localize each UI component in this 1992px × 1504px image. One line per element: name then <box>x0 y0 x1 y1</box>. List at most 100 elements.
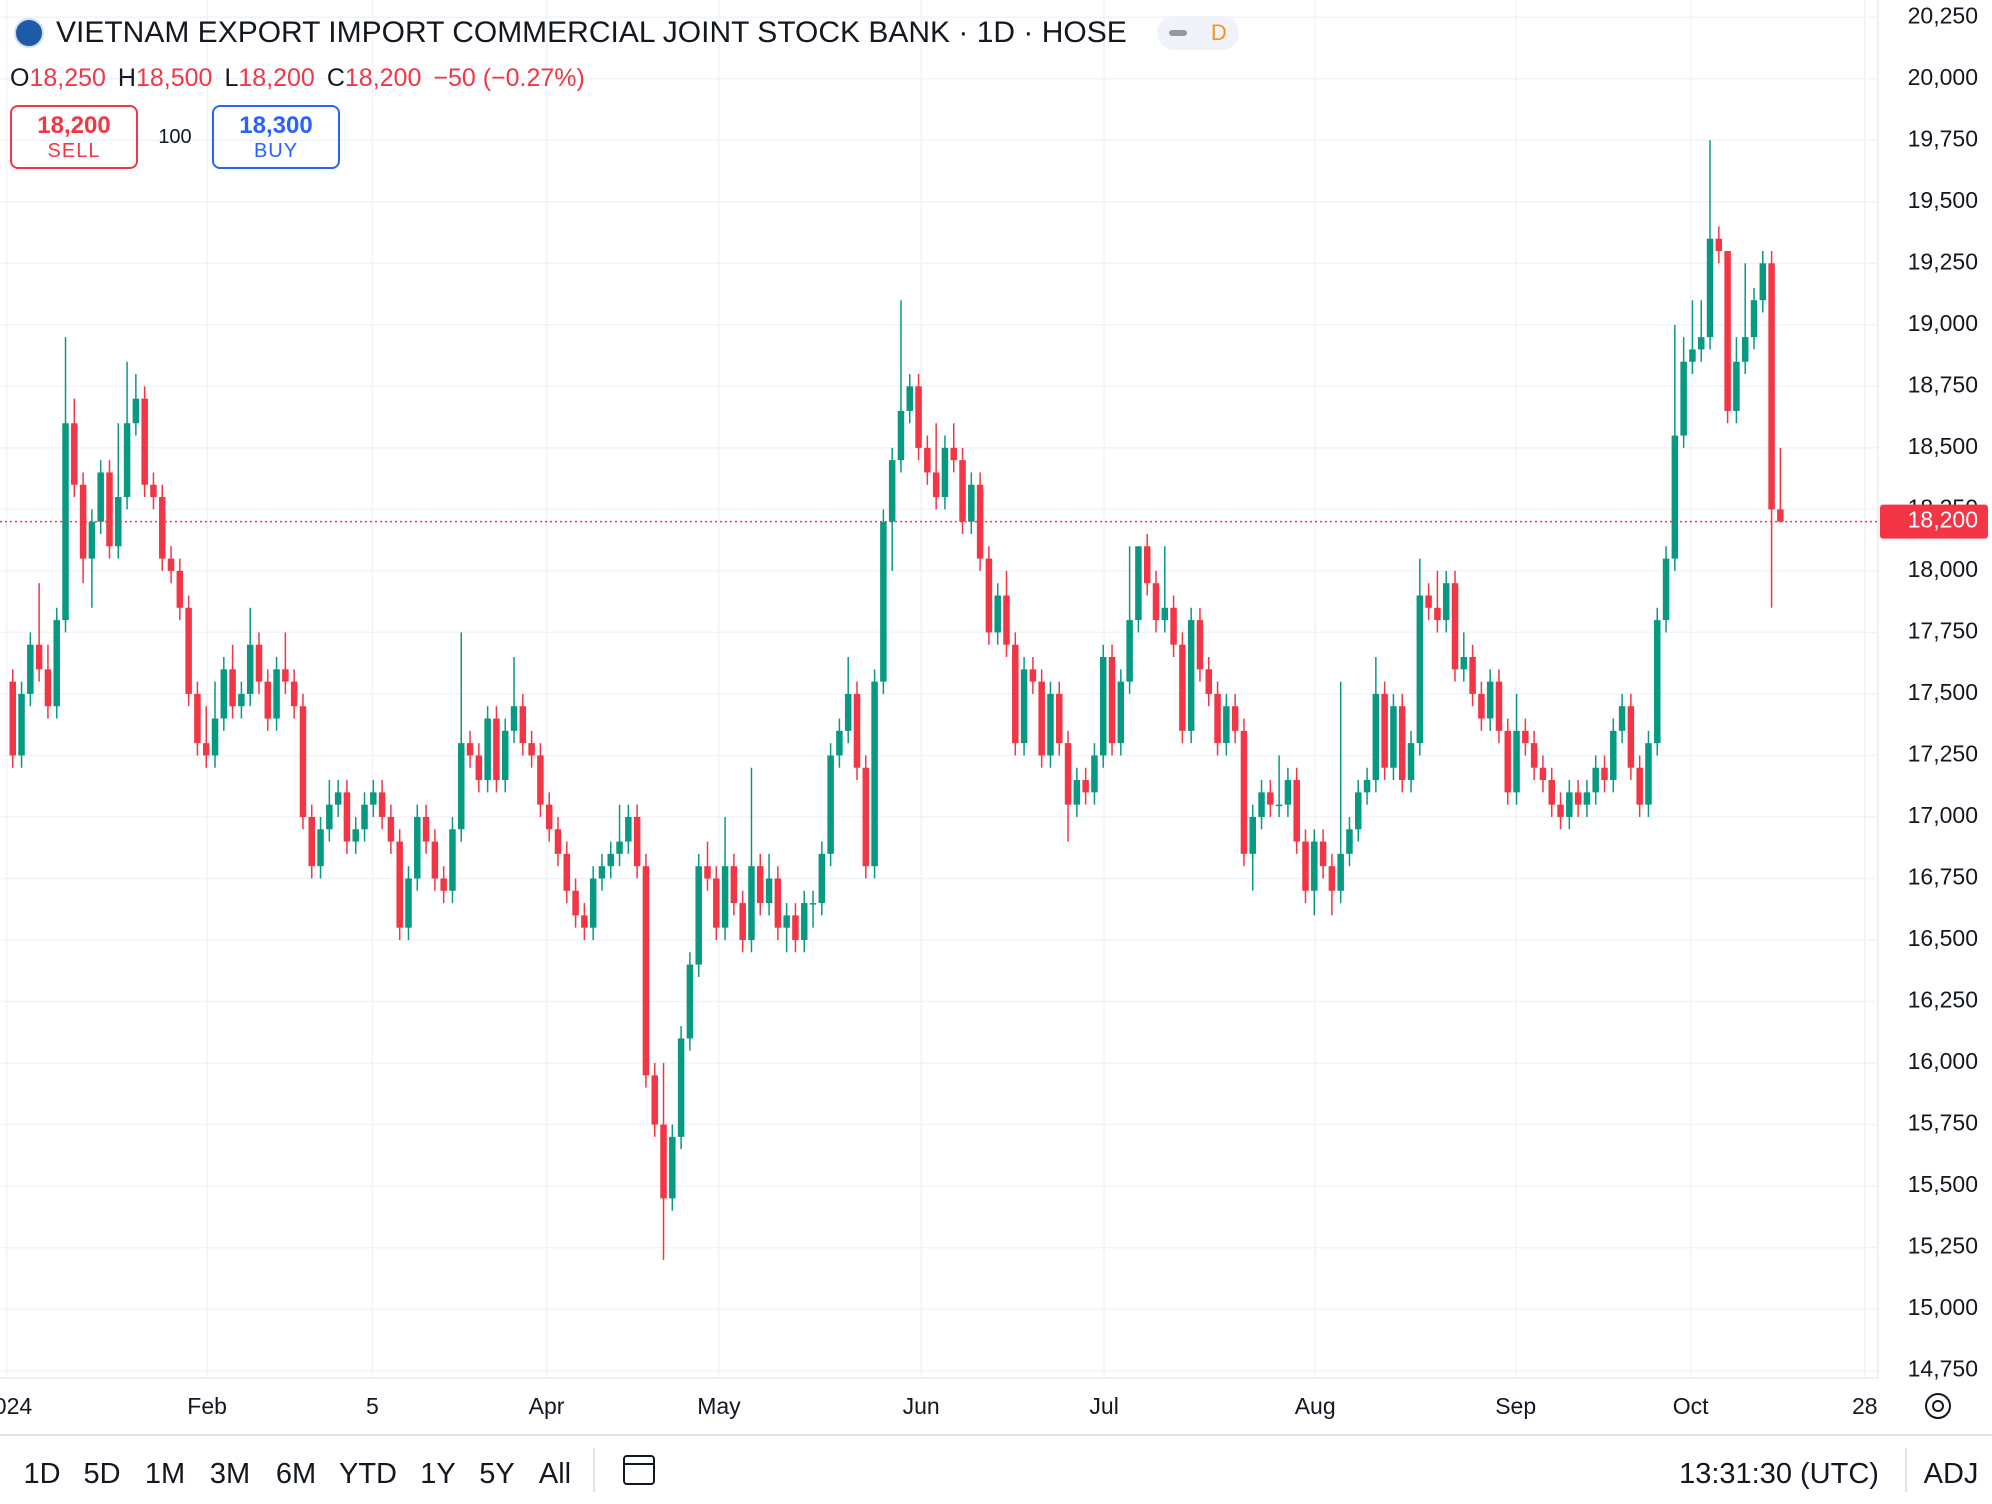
candle-body <box>906 386 914 411</box>
candle-body <box>1187 620 1195 731</box>
range-button[interactable]: 1Y <box>420 1458 456 1490</box>
candle-body <box>141 398 148 485</box>
candle-body <box>1654 620 1661 744</box>
candle-body <box>97 472 104 522</box>
candle-body <box>88 521 96 559</box>
candle-body <box>853 693 861 768</box>
candle-body <box>1047 693 1054 756</box>
x-tick-label: Oct <box>1673 1393 1709 1419</box>
range-button[interactable]: 3M <box>209 1458 251 1490</box>
candle-body <box>44 669 52 707</box>
candle-body <box>1117 681 1125 744</box>
range-button[interactable]: All <box>538 1458 572 1490</box>
candle-body <box>370 792 377 805</box>
candle-body <box>1258 792 1265 817</box>
range-button[interactable]: 5D <box>83 1458 121 1490</box>
candle-body <box>484 718 491 781</box>
candle-body <box>290 681 298 707</box>
y-tick-label: 16,250 <box>1908 987 1978 1013</box>
candle-body <box>528 743 535 756</box>
date-range-icon[interactable] <box>620 1448 660 1488</box>
candle-body <box>1486 681 1494 719</box>
candle-body <box>1152 583 1160 621</box>
candle-body <box>757 866 764 904</box>
interval-badge[interactable]: D <box>1156 16 1239 50</box>
candle-body <box>1099 657 1107 756</box>
candle-body <box>660 1124 667 1199</box>
candle-body <box>915 386 922 448</box>
settings-ring <box>1925 1393 1951 1419</box>
y-tick-label: 15,750 <box>1908 1110 1978 1136</box>
x-tick-label: Apr <box>529 1393 565 1419</box>
candle-body <box>176 570 184 608</box>
candle-body <box>959 460 966 522</box>
candle-body <box>1249 816 1256 854</box>
sell-button[interactable]: 18,200 SELL <box>10 105 138 169</box>
badge-text: D <box>1210 20 1227 45</box>
candle-body <box>792 915 799 940</box>
candle-body <box>150 484 157 498</box>
candle-body <box>132 398 140 424</box>
range-button[interactable]: 6M <box>275 1458 317 1490</box>
candle-body <box>1697 337 1705 350</box>
candle-body <box>1108 657 1116 744</box>
candle-body <box>1214 693 1221 744</box>
candle-body <box>1346 829 1353 854</box>
candle-body <box>1636 767 1643 805</box>
candle-body <box>1029 669 1037 682</box>
candle-body <box>642 866 650 1076</box>
range-button[interactable]: YTD <box>339 1458 397 1490</box>
candle-body <box>123 423 131 498</box>
candle-body <box>1610 730 1617 781</box>
candle-body <box>968 484 975 522</box>
quantity: 100 <box>158 125 192 148</box>
candle-body <box>1363 780 1371 793</box>
candle-body <box>1267 792 1274 805</box>
y-tick-label: 16,500 <box>1908 925 1978 951</box>
candle-body <box>651 1075 658 1125</box>
candle-body <box>1205 669 1213 694</box>
candle-body <box>1398 706 1406 781</box>
candle-body <box>264 681 272 719</box>
candle-body <box>1372 693 1380 781</box>
candle-body <box>1583 792 1591 805</box>
candle-body <box>1425 595 1432 608</box>
adjust-button[interactable]: ADJ <box>1923 1458 1979 1490</box>
candle-body <box>1056 693 1063 744</box>
buy-button[interactable]: 18,300 BUY <box>212 105 340 169</box>
candle-body <box>510 706 518 731</box>
candle-body <box>941 447 949 498</box>
candle-body <box>1170 607 1177 645</box>
candle-body <box>581 915 588 928</box>
candle-body <box>545 804 553 830</box>
candle-body <box>888 460 896 522</box>
open-label: O <box>10 64 30 92</box>
ohlc-legend: O18,250 H18,500 L18,200 C18,200 −50 (−0.27%) <box>10 64 597 93</box>
candle-body <box>1750 300 1758 338</box>
candle-body <box>53 620 60 707</box>
candle-body <box>739 903 746 940</box>
candle-body <box>458 743 465 830</box>
candle-body <box>713 878 720 928</box>
buy-price: 18,300 <box>239 111 313 139</box>
candle-body <box>1275 804 1283 807</box>
settings-icon[interactable] <box>1925 1393 1951 1419</box>
range-button[interactable]: 5Y <box>479 1458 515 1490</box>
candle-body <box>844 693 852 731</box>
x-tick-label: May <box>697 1393 741 1419</box>
range-button[interactable]: 1M <box>144 1458 186 1490</box>
range-button[interactable]: 1D <box>23 1458 61 1490</box>
candle-body <box>537 755 544 805</box>
title-row: VIETNAM EXPORT IMPORT COMMERCIAL JOINT S… <box>14 16 1239 50</box>
candle-body <box>255 644 263 682</box>
candle-body <box>1355 792 1362 830</box>
y-tick-label: 17,750 <box>1908 617 1978 643</box>
calendar-body <box>623 1455 655 1485</box>
candle-body <box>1143 546 1151 584</box>
candle-body <box>1073 780 1081 805</box>
candle-body <box>633 816 641 867</box>
candle-body <box>1231 706 1239 731</box>
candle-body <box>669 1136 676 1199</box>
candle-body <box>220 669 228 719</box>
